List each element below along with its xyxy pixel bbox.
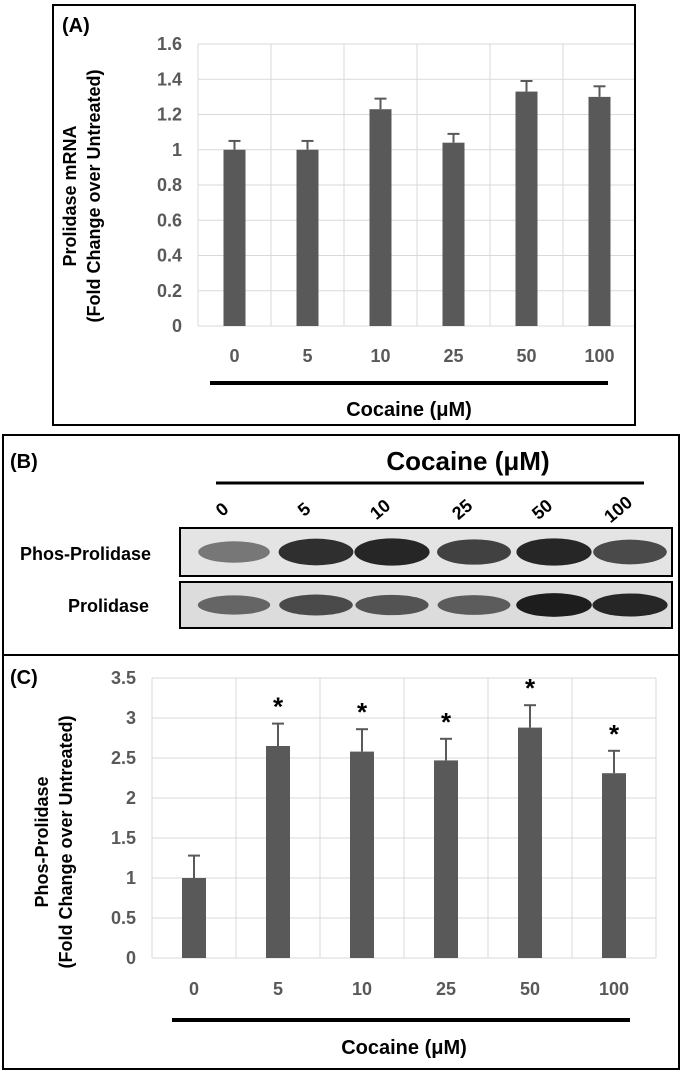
y-tick-label: 1.2 bbox=[157, 105, 182, 125]
x-tick-label: 25 bbox=[443, 346, 463, 366]
blot-lane-label: 0 bbox=[212, 499, 233, 521]
chart-c-error-bars bbox=[188, 704, 620, 878]
blot-row-label-total: Prolidase bbox=[68, 596, 149, 616]
bar bbox=[223, 149, 246, 326]
y-tick-label: 1.5 bbox=[111, 828, 136, 848]
x-tick-label: 100 bbox=[584, 346, 614, 366]
blot-band bbox=[354, 538, 430, 566]
chart-c: (C) 0 0.5 1 1.5 2 2.5 3 3.5 * * * * * 0 5 10 25 50 100 P… bbox=[10, 667, 657, 1059]
chart-c-xlabel: Cocaine (μM) bbox=[341, 1037, 467, 1059]
y-tick-label: 2 bbox=[126, 788, 136, 808]
panel-c-label: (C) bbox=[10, 667, 38, 689]
x-tick-label: 25 bbox=[436, 979, 456, 999]
y-tick-label: 0.8 bbox=[157, 175, 182, 195]
x-tick-label: 5 bbox=[273, 979, 283, 999]
bar bbox=[266, 746, 290, 958]
significance-star: * bbox=[441, 707, 452, 737]
y-tick-label: 0.4 bbox=[157, 246, 182, 266]
x-tick-label: 5 bbox=[302, 346, 312, 366]
chart-c-grid bbox=[151, 677, 657, 959]
chart-a-ylabel-line1: Prolidase mRNA bbox=[60, 125, 80, 266]
bar bbox=[602, 773, 626, 958]
chart-c-x-ticks: 0 5 10 25 50 100 bbox=[189, 979, 629, 999]
x-tick-label: 0 bbox=[189, 979, 199, 999]
x-tick-label: 100 bbox=[599, 979, 629, 999]
chart-c-ylabel-line2: (Fold Change over Untreated) bbox=[56, 715, 76, 968]
bar bbox=[518, 727, 542, 958]
blot-band bbox=[197, 595, 271, 615]
bar bbox=[434, 760, 458, 958]
significance-star: * bbox=[609, 719, 620, 749]
blot-band bbox=[278, 538, 354, 566]
blot-lane-label: 100 bbox=[600, 492, 636, 527]
blot-band bbox=[516, 538, 592, 566]
blot-figure: (B) Cocaine (μM) 0 5 10 25 50 100 Phos-Prolid… bbox=[10, 446, 673, 629]
blot-band bbox=[437, 539, 511, 565]
blot-lane-label: 10 bbox=[366, 495, 394, 523]
panel-a-label: (A) bbox=[62, 15, 90, 37]
y-tick-label: 2.5 bbox=[111, 748, 136, 768]
chart-a-bars bbox=[223, 91, 611, 327]
bar bbox=[588, 96, 611, 326]
blot-title: Cocaine (μM) bbox=[386, 446, 549, 476]
blot-band bbox=[198, 541, 270, 563]
chart-a-grid bbox=[197, 43, 637, 327]
y-tick-label: 1.4 bbox=[157, 69, 182, 89]
blot-band bbox=[355, 594, 429, 616]
panel-a: (A) 0 0.2 0.4 0.6 0.8 1 1.2 1.4 1.6 0 5 10 25 50 100 … bbox=[52, 4, 637, 426]
y-tick-label: 0 bbox=[172, 316, 182, 336]
blot-lane-label: 5 bbox=[294, 499, 315, 521]
y-tick-label: 0.6 bbox=[157, 210, 182, 230]
blot-band bbox=[437, 595, 511, 615]
chart-a-x-ticks: 0 5 10 25 50 100 bbox=[229, 346, 614, 366]
significance-star: * bbox=[357, 697, 368, 727]
panel-b-label: (B) bbox=[10, 451, 38, 473]
bar bbox=[296, 149, 319, 326]
y-tick-label: 1 bbox=[126, 868, 136, 888]
chart-a-ylabel-line2: (Fold Change over Untreated) bbox=[84, 69, 104, 322]
blot-band bbox=[516, 593, 592, 617]
chart-a: (A) 00.20.40.60.811.21.41.6 0 5 10 25 50 100 … bbox=[60, 15, 637, 421]
significance-star: * bbox=[273, 692, 284, 722]
x-tick-label: 0 bbox=[229, 346, 239, 366]
y-tick-label: 1 bbox=[172, 140, 182, 160]
x-tick-label: 50 bbox=[520, 979, 540, 999]
y-tick-label: 0.2 bbox=[157, 281, 182, 301]
chart-a-error-bars bbox=[228, 80, 606, 150]
blot-band bbox=[279, 594, 353, 616]
bar bbox=[515, 91, 538, 327]
blot-lane-label: 25 bbox=[448, 495, 476, 523]
blot-band bbox=[592, 593, 668, 617]
y-tick-label: 0.5 bbox=[111, 908, 136, 928]
x-tick-label: 50 bbox=[516, 346, 536, 366]
y-tick-label: 0 bbox=[126, 948, 136, 968]
chart-c-bars bbox=[182, 727, 626, 958]
panel-c: (C) 0 0.5 1 1.5 2 2.5 3 3.5 * * * * * 0 5 10 25 50 100 P… bbox=[2, 654, 680, 1070]
panel-b: (B) Cocaine (μM) 0 5 10 25 50 100 Phos-Prolid… bbox=[2, 434, 680, 656]
bar bbox=[350, 751, 374, 958]
x-tick-label: 10 bbox=[352, 979, 372, 999]
y-tick-label: 1.6 bbox=[157, 34, 182, 54]
chart-a-xlabel: Cocaine (μM) bbox=[346, 399, 472, 421]
blot-band bbox=[593, 539, 667, 565]
significance-star: * bbox=[525, 673, 536, 703]
chart-c-y-ticks: 0 0.5 1 1.5 2 2.5 3 3.5 bbox=[111, 668, 136, 968]
blot-bands bbox=[197, 538, 668, 617]
y-tick-label: 3.5 bbox=[111, 668, 136, 688]
blot-lane-labels: 0 5 10 25 50 100 bbox=[212, 492, 636, 527]
chart-c-ylabel-line1: Phos-Prolidase bbox=[32, 776, 52, 907]
chart-c-significance-marks: * * * * * bbox=[273, 673, 620, 749]
blot-lane-label: 50 bbox=[528, 495, 556, 523]
chart-a-y-ticks: 0 0.2 0.4 0.6 0.8 1 1.2 1.4 1.6 bbox=[157, 34, 182, 336]
bar bbox=[442, 142, 465, 326]
bar bbox=[182, 878, 206, 958]
bar bbox=[369, 109, 392, 327]
x-tick-label: 10 bbox=[370, 346, 390, 366]
y-tick-label: 3 bbox=[126, 708, 136, 728]
blot-row-label-phos: Phos-Prolidase bbox=[20, 544, 151, 564]
